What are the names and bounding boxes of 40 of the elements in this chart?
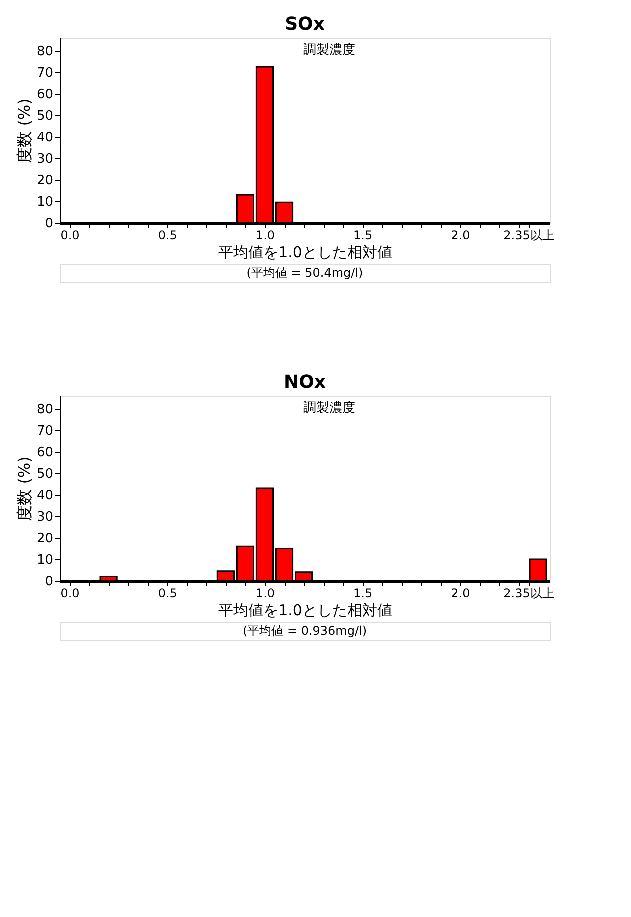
x-axis-title: 平均値を1.0とした相対値 bbox=[218, 244, 392, 262]
y-tick-label: 30 bbox=[36, 152, 54, 167]
chart-title: NOx bbox=[284, 372, 326, 393]
x-tick-label: 2.35以上 bbox=[504, 228, 554, 242]
y-tick-label: 10 bbox=[36, 194, 54, 210]
x-tick-label: 1.0 bbox=[256, 228, 276, 242]
y-tick-label: 0 bbox=[45, 216, 54, 232]
x-tick-label: 2.35以上 bbox=[504, 586, 554, 600]
x-tick-label: 1.5 bbox=[354, 586, 373, 600]
x-tick-label: 0.0 bbox=[60, 586, 80, 600]
text: (平均値 = 50.4mg/l) bbox=[246, 266, 364, 280]
x-tick-label: 1.0 bbox=[256, 586, 276, 600]
annotation: 調製濃度 bbox=[304, 400, 356, 416]
y-tick-label: 40 bbox=[36, 130, 54, 146]
y-tick-label: 70 bbox=[36, 424, 54, 439]
chart-title: SOx bbox=[285, 14, 326, 35]
y-tick-label: 40 bbox=[36, 488, 54, 504]
y-tick-label: 80 bbox=[36, 402, 54, 418]
x-tick-label: 1.5 bbox=[354, 228, 373, 242]
y-tick-label: 80 bbox=[36, 44, 54, 60]
y-tick-label: 20 bbox=[36, 173, 54, 188]
text: (平均値 = 0.936mg/l) bbox=[242, 624, 368, 638]
x-tick-label: 2.0 bbox=[451, 228, 470, 242]
x-tick-label: 0.0 bbox=[60, 228, 80, 242]
x-tick-label: 0.5 bbox=[158, 228, 178, 242]
y-axis-title: 度数 (%) bbox=[14, 98, 34, 164]
y-tick-label: 20 bbox=[36, 531, 54, 546]
x-tick-label: 0.5 bbox=[158, 586, 178, 600]
x-axis-title: 平均値を1.0とした相対値 bbox=[218, 602, 392, 620]
y-tick-label: 60 bbox=[36, 87, 54, 102]
y-tick-label: 50 bbox=[36, 108, 54, 124]
y-tick-label: 60 bbox=[36, 445, 54, 460]
y-tick-label: 50 bbox=[36, 466, 54, 482]
y-tick-label: 0 bbox=[45, 574, 54, 590]
annotation: 調製濃度 bbox=[304, 42, 356, 58]
x-tick-label: 2.0 bbox=[451, 586, 470, 600]
y-tick-label: 30 bbox=[36, 510, 54, 525]
y-tick-label: 10 bbox=[36, 552, 54, 568]
y-axis-title: 度数 (%) bbox=[14, 456, 34, 522]
y-tick-label: 70 bbox=[36, 66, 54, 81]
